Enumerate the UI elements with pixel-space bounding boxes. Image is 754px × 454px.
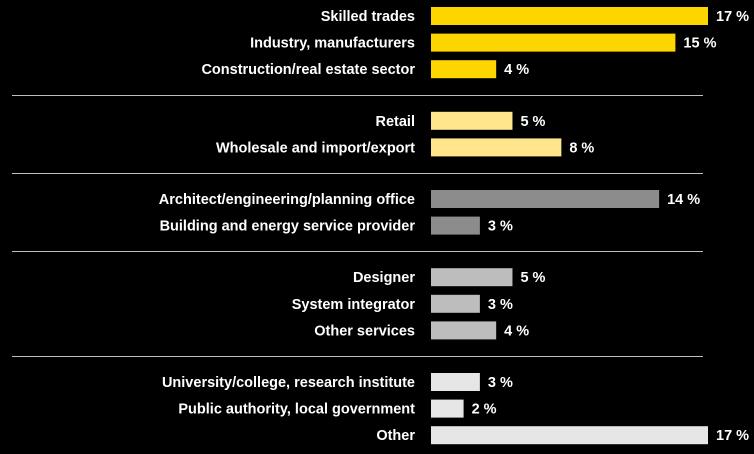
bar: [431, 190, 660, 208]
value-label: 3 %: [488, 219, 513, 235]
value-label: 4 %: [504, 62, 529, 78]
category-label: Other services: [314, 323, 415, 339]
category-label: Building and energy service provider: [160, 219, 416, 235]
value-label: 8 %: [569, 140, 594, 156]
value-label: 17 %: [716, 9, 749, 25]
bar: [431, 321, 497, 340]
value-label: 17 %: [716, 428, 749, 444]
bar: [431, 268, 513, 287]
category-label: System integrator: [292, 297, 416, 313]
value-label: 15 %: [683, 36, 716, 52]
category-label: Retail: [376, 114, 416, 130]
bar: [431, 294, 480, 313]
value-label: 3 %: [488, 375, 513, 391]
bar: [431, 60, 497, 79]
bar: [431, 373, 480, 391]
category-label: Construction/real estate sector: [201, 62, 415, 78]
category-label: Public authority, local government: [178, 402, 415, 418]
bar: [431, 7, 708, 25]
category-label: Skilled trades: [321, 9, 415, 25]
category-label: University/college, research institute: [162, 375, 415, 391]
bar: [431, 399, 464, 418]
category-label: Designer: [353, 270, 415, 286]
bar: [431, 426, 708, 445]
bar: [431, 33, 676, 52]
category-label: Industry, manufacturers: [250, 36, 415, 52]
category-label: Other: [376, 428, 415, 444]
bar: [431, 216, 480, 235]
value-label: 3 %: [488, 297, 513, 313]
bar: [431, 138, 562, 157]
value-label: 2 %: [472, 402, 497, 418]
value-label: 4 %: [504, 323, 529, 339]
bar: [431, 111, 513, 130]
value-label: 5 %: [520, 270, 545, 286]
category-label: Wholesale and import/export: [216, 140, 415, 156]
value-label: 14 %: [667, 192, 700, 208]
value-label: 5 %: [520, 114, 545, 130]
category-label: Architect/engineering/planning office: [159, 192, 415, 208]
